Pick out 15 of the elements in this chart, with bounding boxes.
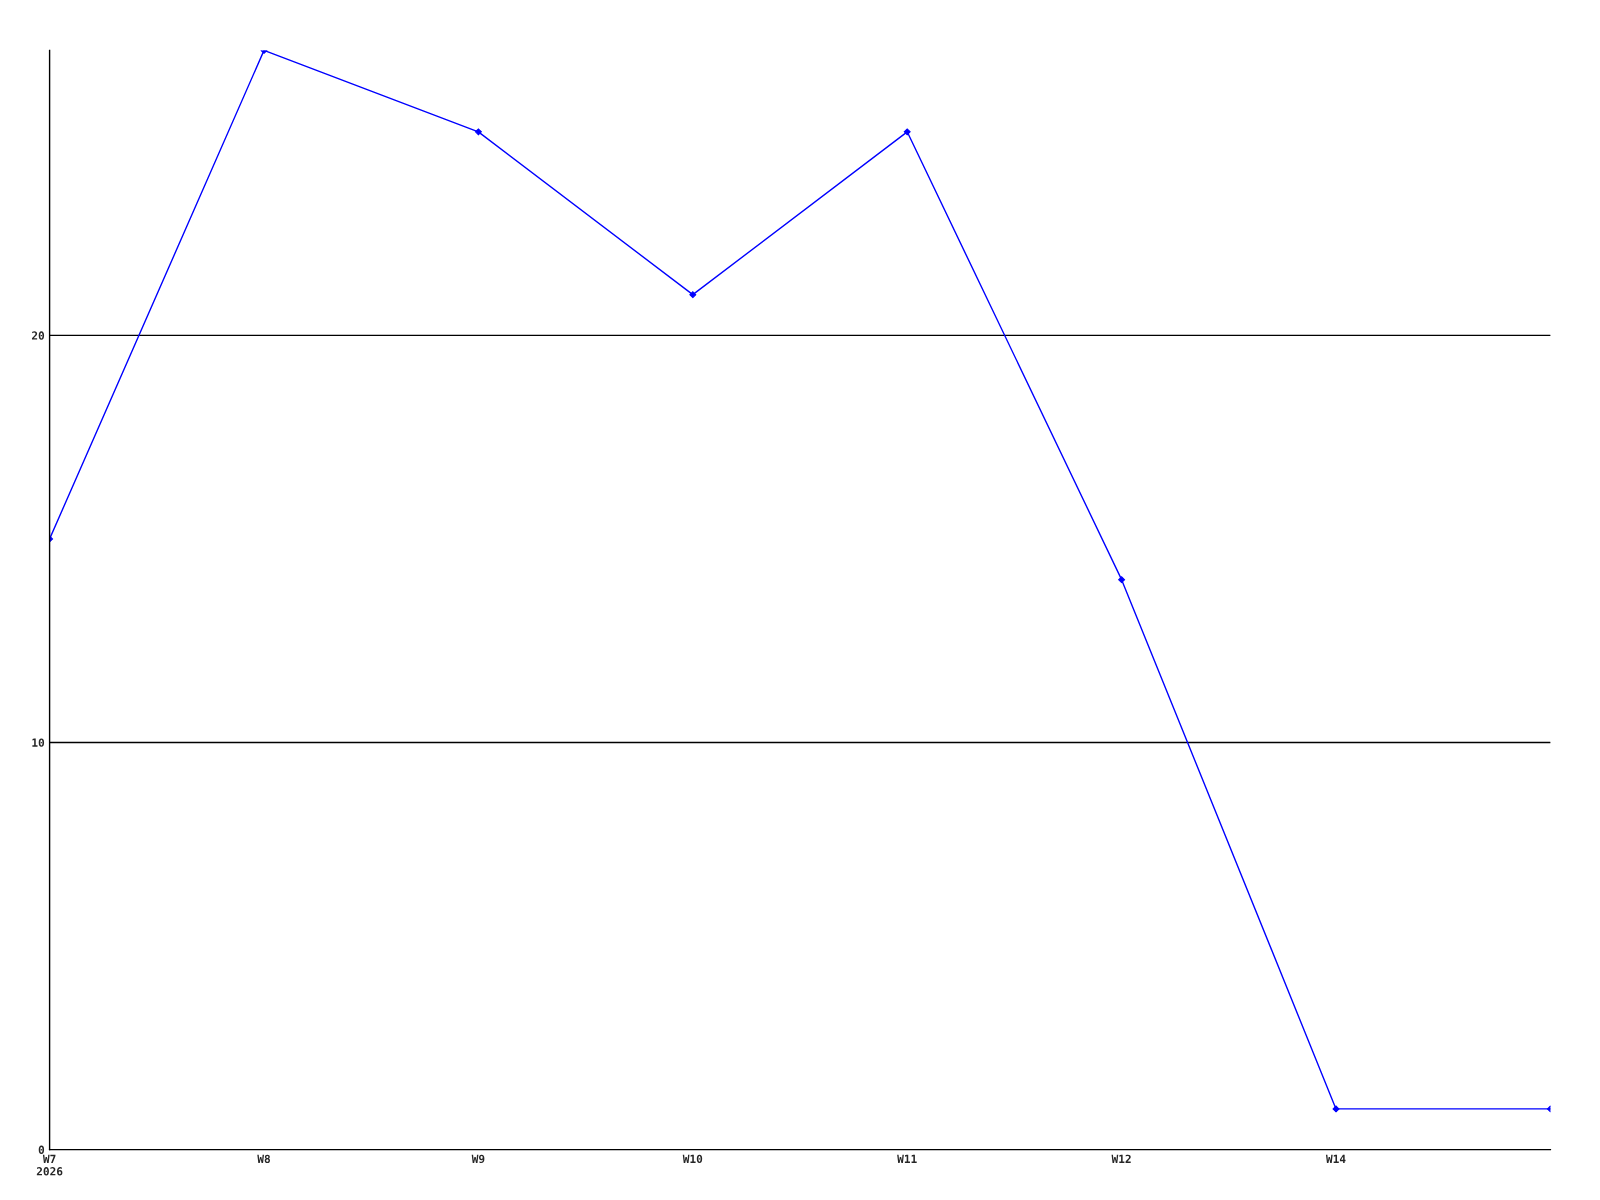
y-tick-label: 20 bbox=[31, 331, 45, 340]
x-tick-label: W12 bbox=[1111, 1154, 1131, 1163]
point bbox=[1332, 1105, 1340, 1113]
point bbox=[1118, 576, 1126, 584]
y-tick-label: 0 bbox=[38, 1145, 45, 1154]
y-tick-label: 10 bbox=[32, 738, 45, 747]
x-tick-label: W9 bbox=[471, 1154, 485, 1164]
point bbox=[903, 128, 911, 136]
x-tick-label: W10 bbox=[682, 1154, 703, 1164]
point bbox=[474, 128, 482, 136]
x-tick-label: W7 2026 bbox=[36, 1154, 63, 1176]
x-tick-label: W8 bbox=[257, 1154, 270, 1164]
x-tick-label: W14 bbox=[1325, 1154, 1346, 1163]
point bbox=[689, 291, 697, 299]
x-tick-label: W11 bbox=[897, 1154, 917, 1163]
